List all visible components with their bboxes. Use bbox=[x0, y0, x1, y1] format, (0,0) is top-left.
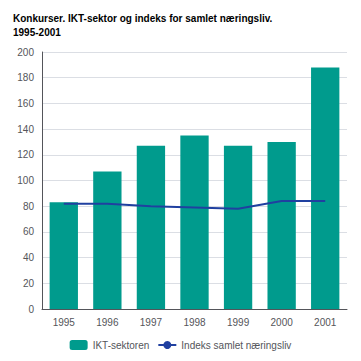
svg-text:0: 0 bbox=[28, 304, 34, 315]
svg-text:2000: 2000 bbox=[271, 317, 294, 328]
svg-text:IKT-sektoren: IKT-sektoren bbox=[93, 340, 150, 351]
svg-text:Indeks samlet næringsliv: Indeks samlet næringsliv bbox=[181, 340, 291, 351]
svg-text:1995: 1995 bbox=[53, 317, 76, 328]
svg-text:40: 40 bbox=[23, 252, 35, 263]
svg-text:2001: 2001 bbox=[314, 317, 337, 328]
svg-text:1998: 1998 bbox=[183, 317, 206, 328]
svg-text:120: 120 bbox=[17, 149, 34, 160]
svg-text:1997: 1997 bbox=[140, 317, 163, 328]
svg-text:1996: 1996 bbox=[96, 317, 119, 328]
svg-text:180: 180 bbox=[17, 72, 34, 83]
svg-text:80: 80 bbox=[23, 201, 35, 212]
svg-text:Konkurser. IKT-sektor og indek: Konkurser. IKT-sektor og indeks for saml… bbox=[13, 13, 273, 24]
svg-text:1999: 1999 bbox=[227, 317, 250, 328]
svg-text:200: 200 bbox=[17, 47, 34, 58]
svg-text:1995-2001: 1995-2001 bbox=[13, 27, 61, 38]
svg-text:60: 60 bbox=[23, 226, 35, 237]
svg-text:140: 140 bbox=[17, 124, 34, 135]
svg-text:160: 160 bbox=[17, 98, 34, 109]
svg-text:100: 100 bbox=[17, 175, 34, 186]
svg-text:20: 20 bbox=[23, 278, 35, 289]
